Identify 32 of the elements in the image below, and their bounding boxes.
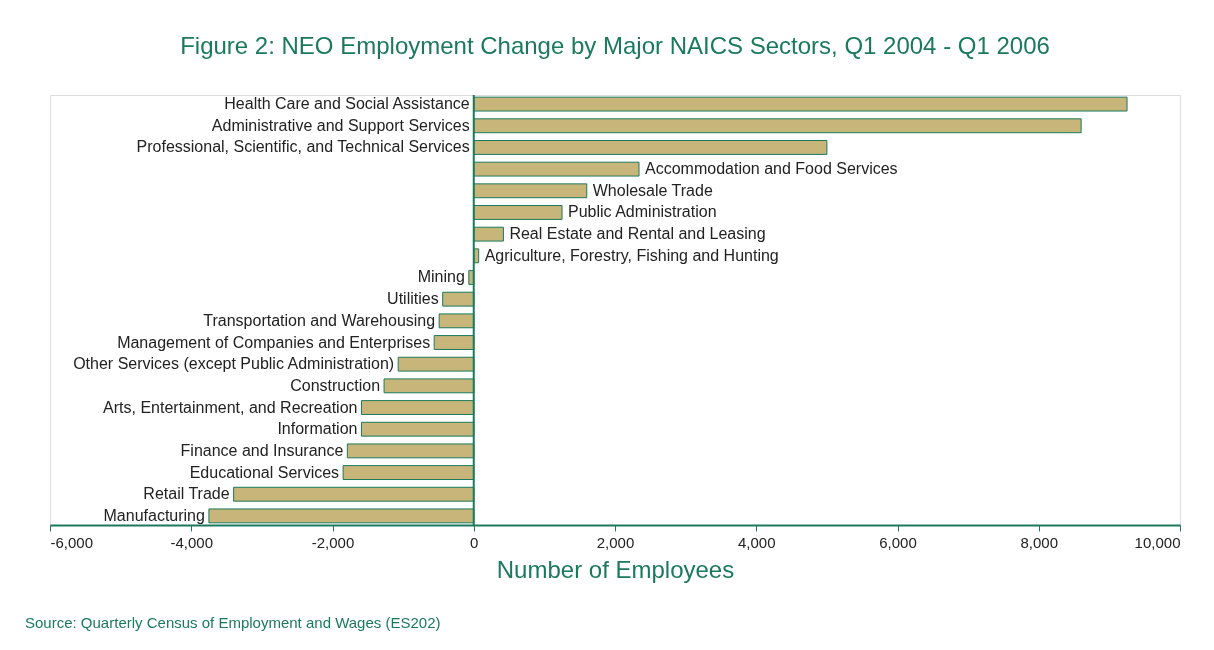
- x-tick-label: -6,000: [50, 533, 94, 551]
- y-tick-label: Construction: [290, 376, 381, 394]
- source-note: Source: Quarterly Census of Employment and Wages (ES202): [25, 614, 441, 631]
- y-tick-label: Retail Trade: [143, 485, 230, 503]
- y-tick-label: Information: [277, 420, 358, 438]
- y-tick-label: Accommodation and Food Services: [645, 160, 898, 178]
- y-tick-label: Agriculture, Forestry, Fishing and Hunting: [484, 246, 779, 264]
- y-tick-label: Arts, Entertainment, and Recreation: [103, 398, 358, 416]
- y-tick-label: Health Care and Social Assistance: [224, 95, 470, 113]
- y-tick-label: Other Services (except Public Administration): [73, 355, 395, 373]
- y-tick-label: Public Administration: [568, 203, 717, 221]
- x-tick-label: 6,000: [879, 533, 917, 551]
- y-tick-label: Wholesale Trade: [592, 181, 713, 199]
- y-tick-label: Administrative and Support Services: [211, 116, 470, 134]
- y-tick-label: Management of Companies and Enterprises: [117, 333, 431, 351]
- x-axis-title: Number of Employees: [496, 555, 735, 583]
- y-tick-label: Transportation and Warehousing: [203, 311, 436, 329]
- y-tick-label: Real Estate and Rental and Leasing: [509, 225, 766, 243]
- y-tick-label: Utilities: [387, 290, 439, 308]
- y-tick-label: Manufacturing: [103, 506, 205, 524]
- x-tick-label: 10,000: [1134, 533, 1181, 551]
- y-tick-label: Professional, Scientific, and Technical Services: [136, 138, 470, 156]
- y-tick-label: Educational Services: [189, 463, 340, 481]
- x-tick-label: -2,000: [311, 533, 355, 551]
- y-tick-label: Mining: [417, 268, 465, 286]
- y-tick-label: Finance and Insurance: [180, 441, 344, 459]
- chart-title: Figure 2: NEO Employment Change by Major NAICS Sectors, Q1 2004 - Q1 2006: [180, 32, 1050, 59]
- x-tick-label: 2,000: [596, 533, 635, 551]
- x-tick-label: 4,000: [737, 533, 776, 551]
- x-tick-label: 0: [470, 533, 479, 551]
- x-tick-label: 8,000: [1020, 533, 1059, 551]
- x-tick-label: -4,000: [170, 533, 214, 551]
